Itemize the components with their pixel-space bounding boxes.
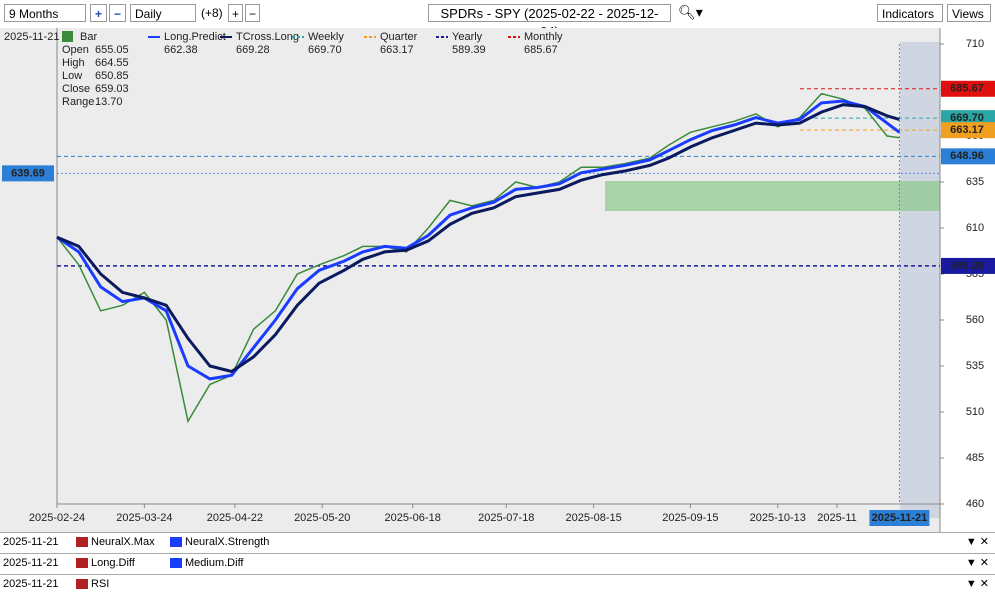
x-tick-label: 2025-04-22 [207, 512, 263, 524]
crosshair-date-tag [869, 510, 930, 526]
x-tick-label: 2025-03-24 [116, 512, 172, 524]
panel-date: 2025-11-21 [3, 536, 59, 548]
panel-date: 2025-11-21 [3, 578, 59, 590]
panels: 2025-11-21 NeuralX.Max NeuralX.Strength ▼ ✕… [0, 532, 995, 595]
series-line [56, 99, 901, 381]
remove-btn[interactable]: − [245, 4, 260, 22]
legend-name: Quarter [380, 31, 418, 43]
ohlc-value: 650.85 [95, 70, 129, 82]
ohlc-value: 655.05 [95, 44, 129, 56]
x-tick-label: 2025-07-18 [478, 512, 534, 524]
price-tag-label: 669.70 [950, 112, 984, 124]
panel-item: NeuralX.Strength [170, 537, 269, 548]
zone [605, 181, 940, 211]
y-tick-label: 510 [966, 406, 984, 418]
indicators-btn[interactable]: Indicators [877, 4, 943, 22]
plot-bg [0, 28, 940, 532]
ohlc-label: Low [62, 70, 82, 82]
x-tick-label: 2025-09-15 [662, 512, 718, 524]
zoom-in[interactable]: + [90, 4, 107, 22]
chart: 4604855105355605856106356606857102025-02… [0, 28, 995, 532]
price-tag [941, 257, 995, 274]
add-btn[interactable]: + [228, 4, 243, 22]
y-tick-label: 460 [966, 498, 984, 510]
x-tick-label: 2025-08-15 [566, 512, 622, 524]
panel-date: 2025-11-21 [3, 557, 59, 569]
x-tick-label: 2025-06-18 [385, 512, 441, 524]
extra: (+8) [201, 6, 223, 20]
x-tick-label: 2025-05-20 [294, 512, 350, 524]
panel-item: Long.Diff [76, 558, 135, 569]
price-tag-label: 685.67 [950, 83, 984, 95]
crosshair-date: 2025-11-21 [872, 512, 928, 524]
ohlc-label: High [62, 57, 85, 69]
price-tag [941, 80, 995, 97]
ohlc-label: Range [62, 96, 94, 108]
legend-value: 662.38 [164, 44, 198, 56]
panel-item: NeuralX.Max [76, 537, 155, 548]
panel-controls[interactable]: ▼ ✕ [965, 536, 989, 548]
y-tick-label: 635 [966, 176, 984, 188]
legend-name: TCross.Long [236, 31, 299, 43]
ohlc-label: Close [62, 83, 90, 95]
legend-value: 669.70 [308, 44, 342, 56]
ohlc-label: Open [62, 44, 89, 56]
y-tick-label: 710 [966, 38, 984, 50]
x-tick-label: 2025-11 [817, 512, 857, 524]
indicator-panel: 2025-11-21 Long.Diff Medium.Diff ▼ ✕ [0, 553, 995, 574]
indicator-panel: 2025-11-21 RSI ▼ ✕ [0, 574, 995, 595]
legend-value: 685.67 [524, 44, 558, 56]
bar-icon [62, 31, 73, 42]
search-icon[interactable]: 🔍︎▾ [678, 4, 703, 20]
zoom-out[interactable]: − [109, 4, 126, 22]
symbol-title[interactable]: SPDRs - SPY (2025-02-22 - 2025-12-04) [428, 4, 671, 39]
ohlc-value: 13.70 [95, 96, 123, 108]
price-tag-label: 648.96 [950, 150, 984, 162]
interval-select[interactable]: Daily [130, 4, 196, 22]
legend-value: 669.28 [236, 44, 270, 56]
y-tick-label: 535 [966, 360, 984, 372]
legend-name: Weekly [308, 31, 344, 43]
panel-item: RSI [76, 579, 109, 590]
crosshair-tag [2, 165, 54, 182]
price-tag [941, 122, 995, 139]
panel-item: Medium.Diff [170, 558, 243, 569]
price-tag [941, 148, 995, 165]
y-tick-label: 485 [966, 452, 984, 464]
legend-value: 663.17 [380, 44, 414, 56]
ohlc-value: 659.03 [95, 83, 129, 95]
crosshair-label: 639.69 [11, 167, 45, 179]
x-tick-label: 2025-02-24 [29, 512, 85, 524]
info-bar: Bar [80, 31, 97, 43]
period-select[interactable]: 9 Months [4, 4, 86, 22]
x-tick-label: 2025-10-13 [750, 512, 806, 524]
y-tick-label: 610 [966, 222, 984, 234]
price-tag [941, 110, 995, 127]
indicator-panel: 2025-11-21 NeuralX.Max NeuralX.Strength ▼ ✕ [0, 532, 995, 553]
legend-name: Yearly [452, 31, 483, 43]
ohlc-value: 664.55 [95, 57, 129, 69]
panel-controls[interactable]: ▼ ✕ [965, 578, 989, 590]
legend-name: Monthly [524, 31, 563, 43]
info-date: 2025-11-21 [4, 31, 59, 43]
price-tag-label: 589.39 [950, 260, 984, 272]
legend-value: 589.39 [452, 44, 486, 56]
y-tick-label: 560 [966, 314, 984, 326]
price-tag-label: 663.17 [950, 124, 984, 136]
panel-controls[interactable]: ▼ ✕ [965, 557, 989, 569]
series-line [56, 103, 900, 374]
legend-name: Long.Predict [164, 31, 226, 43]
future-zone [900, 42, 940, 518]
views-btn[interactable]: Views [947, 4, 991, 22]
